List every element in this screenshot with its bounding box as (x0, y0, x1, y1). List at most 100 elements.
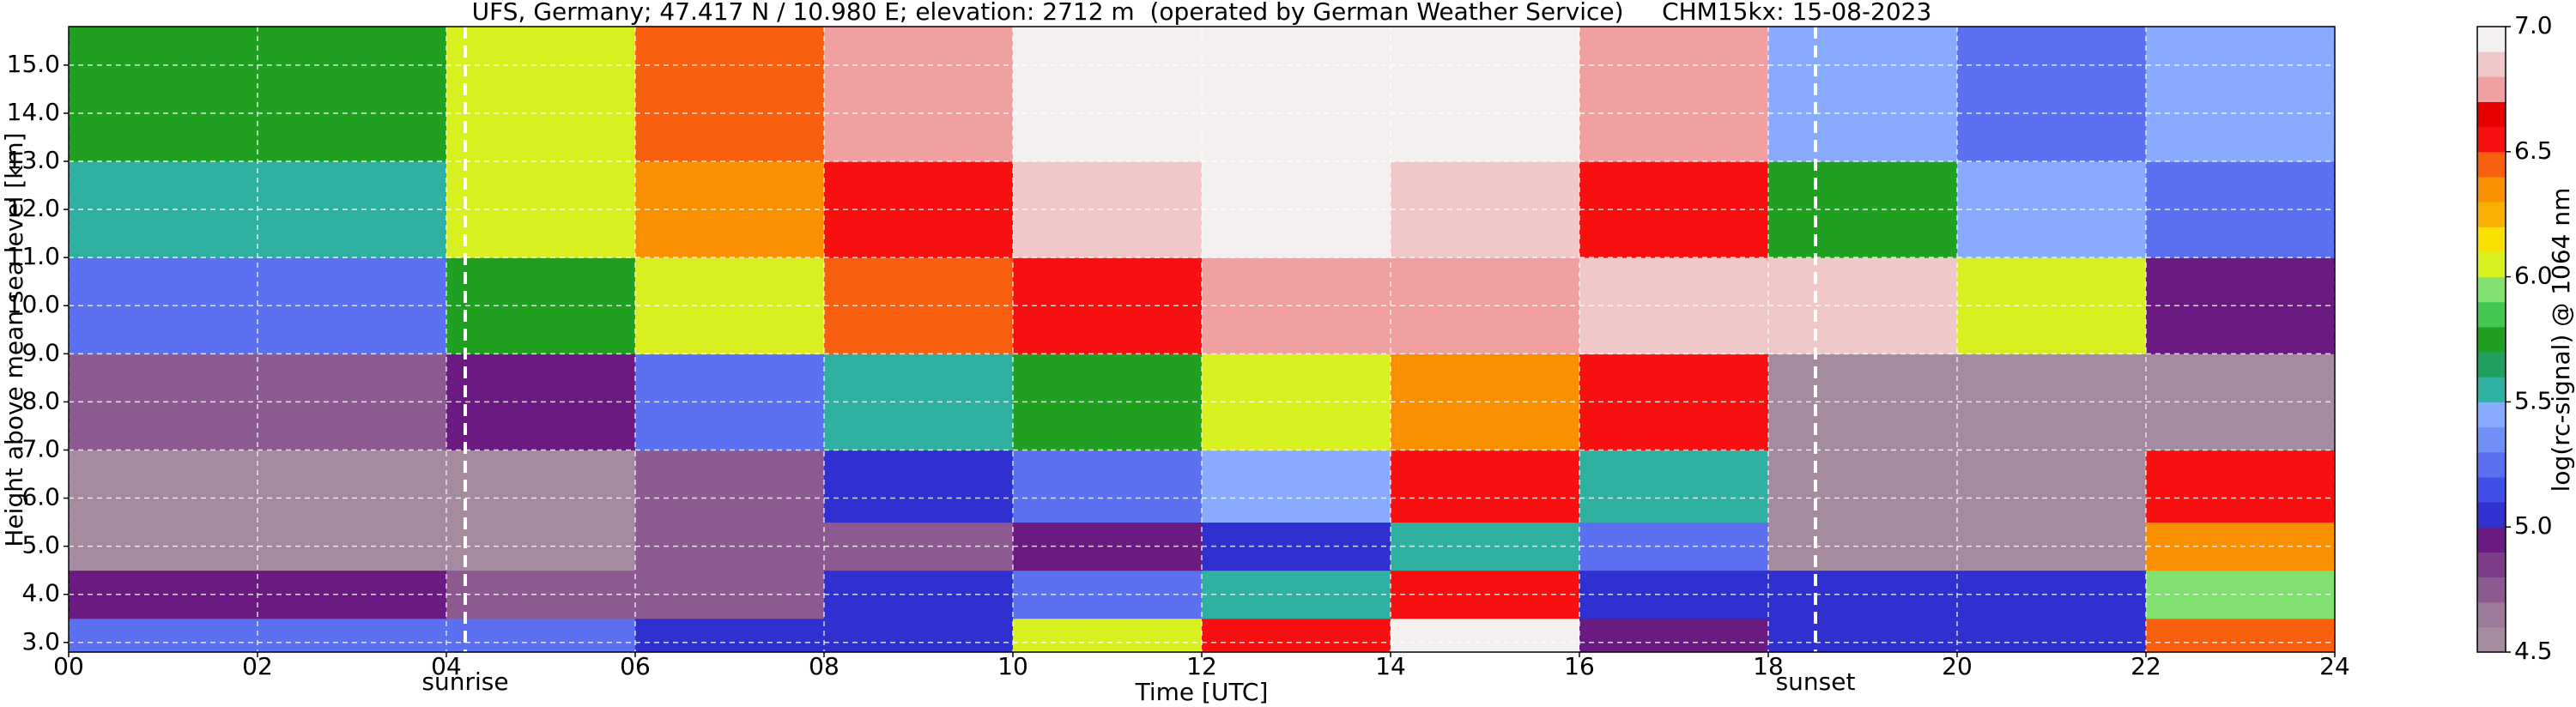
heatmap-cell (2146, 450, 2336, 523)
heatmap-cell (1202, 27, 1391, 162)
y-axis-label: Height above mean sea level [km] (0, 132, 28, 547)
colorbar-segment (2477, 402, 2506, 428)
x-tick-label: 20 (1942, 652, 1973, 680)
x-tick-label: 02 (242, 652, 273, 680)
colorbar-segment (2477, 601, 2506, 628)
y-tick-label: 8.0 (21, 386, 60, 414)
colorbar-segment (2477, 502, 2506, 528)
heatmap-cell (824, 27, 1014, 162)
colorbar-tick-label: 4.5 (2514, 637, 2553, 665)
heatmap-cell (1013, 450, 1203, 523)
y-tick-label: 12.0 (7, 194, 60, 222)
colorbar-segment (2477, 276, 2506, 303)
colorbar-segment (2477, 552, 2506, 578)
colorbar-tick-label: 5.0 (2514, 511, 2553, 540)
colorbar-segment (2477, 101, 2506, 128)
x-axis-label: Time [UTC] (1135, 678, 1269, 706)
heatmap-cell (1768, 27, 1958, 162)
x-tick-label: 12 (1186, 652, 1217, 680)
heatmap-cell (824, 618, 1014, 653)
x-tick-label: 24 (2319, 652, 2350, 680)
colorbar-segment (2477, 51, 2506, 77)
colorbar-segment (2477, 527, 2506, 553)
x-tick-label: 22 (2131, 652, 2161, 680)
plot-frame (68, 26, 2336, 653)
heatmap-cell (69, 618, 258, 653)
x-tick-label: 04 (431, 652, 462, 680)
heatmap-cell (2146, 618, 2336, 653)
heatmap-cell (258, 618, 447, 653)
heatmap-cell (446, 27, 636, 162)
heatmap-cell (1768, 450, 1958, 523)
heatmap-cell (635, 450, 825, 523)
colorbar-tick-label: 5.5 (2514, 386, 2553, 414)
heatmap-cell (1957, 450, 2147, 523)
colorbar-tick-label: 6.5 (2514, 136, 2553, 165)
heatmap-cell (1391, 450, 1580, 523)
colorbar-segment (2477, 151, 2506, 178)
colorbar-segment (2477, 202, 2506, 227)
heatmap-cell (1579, 27, 1769, 162)
colorbar-segment (2477, 476, 2506, 503)
heatmap-cell (635, 27, 825, 162)
heatmap-cell (1768, 618, 1958, 653)
heatmap-cell (635, 618, 825, 653)
heatmap-cell (446, 618, 636, 653)
y-tick-label: 6.0 (21, 483, 60, 511)
x-tick-label: 08 (809, 652, 839, 680)
chart-title: UFS, Germany; 47.417 N / 10.980 E; eleva… (472, 0, 1932, 26)
colorbar-segment (2477, 426, 2506, 453)
heatmap-cell (1013, 618, 1203, 653)
heatmap-cell (1202, 450, 1391, 523)
heatmap-cell (69, 450, 258, 523)
colorbar-segment (2477, 626, 2506, 653)
colorbar-segment (2477, 377, 2506, 402)
heatmap-cell (1391, 27, 1580, 162)
x-tick-label: 06 (620, 652, 651, 680)
colorbar-tick-label: 7.0 (2514, 11, 2553, 39)
colorbar-label: log(rc-signal) @ 1064 nm (2547, 188, 2575, 492)
x-tick-label: 00 (53, 652, 84, 680)
y-tick-label: 11.0 (7, 242, 60, 270)
heatmap-cell (1579, 618, 1769, 653)
heatmap-cell (1579, 450, 1769, 523)
y-tick-label: 3.0 (21, 627, 60, 656)
colorbar-segment (2477, 176, 2506, 202)
heatmap-cell (446, 450, 636, 523)
heatmap-cell (258, 450, 447, 523)
x-tick-label: 16 (1564, 652, 1595, 680)
x-tick-label: 14 (1375, 652, 1406, 680)
colorbar-segment (2477, 227, 2506, 252)
annotation-label: sunset (1776, 668, 1856, 696)
y-tick-label: 15.0 (7, 50, 60, 78)
heatmap-cell (824, 450, 1014, 523)
heatmap-cell (1013, 27, 1203, 162)
heatmap-cell (258, 27, 447, 162)
y-tick-label: 5.0 (21, 531, 60, 559)
heatmap-cell (69, 27, 258, 162)
heatmap-cell (1391, 618, 1580, 653)
x-tick-label: 10 (997, 652, 1028, 680)
heatmap-cell (2146, 27, 2336, 162)
colorbar-segment (2477, 326, 2506, 353)
y-tick-label: 14.0 (7, 98, 60, 126)
heatmap-cell (1957, 27, 2147, 162)
colorbar-segment (2477, 126, 2506, 153)
colorbar-segment (2477, 301, 2506, 328)
colorbar-frame (2476, 26, 2506, 653)
annotation-label: sunrise (421, 668, 508, 696)
x-tick-label: 18 (1753, 652, 1784, 680)
y-tick-label: 13.0 (7, 146, 60, 174)
y-tick-label: 10.0 (7, 290, 60, 318)
y-tick-label: 9.0 (21, 338, 60, 366)
colorbar-segment (2477, 451, 2506, 478)
y-tick-label: 4.0 (21, 579, 60, 607)
colorbar-segment (2477, 27, 2506, 52)
colorbar-segment (2477, 251, 2506, 278)
y-tick-label: 7.0 (21, 434, 60, 462)
heatmap-cell (1957, 618, 2147, 653)
colorbar-tick-label: 6.0 (2514, 262, 2553, 290)
colorbar-segment (2477, 352, 2506, 378)
colorbar-segment (2477, 76, 2506, 102)
